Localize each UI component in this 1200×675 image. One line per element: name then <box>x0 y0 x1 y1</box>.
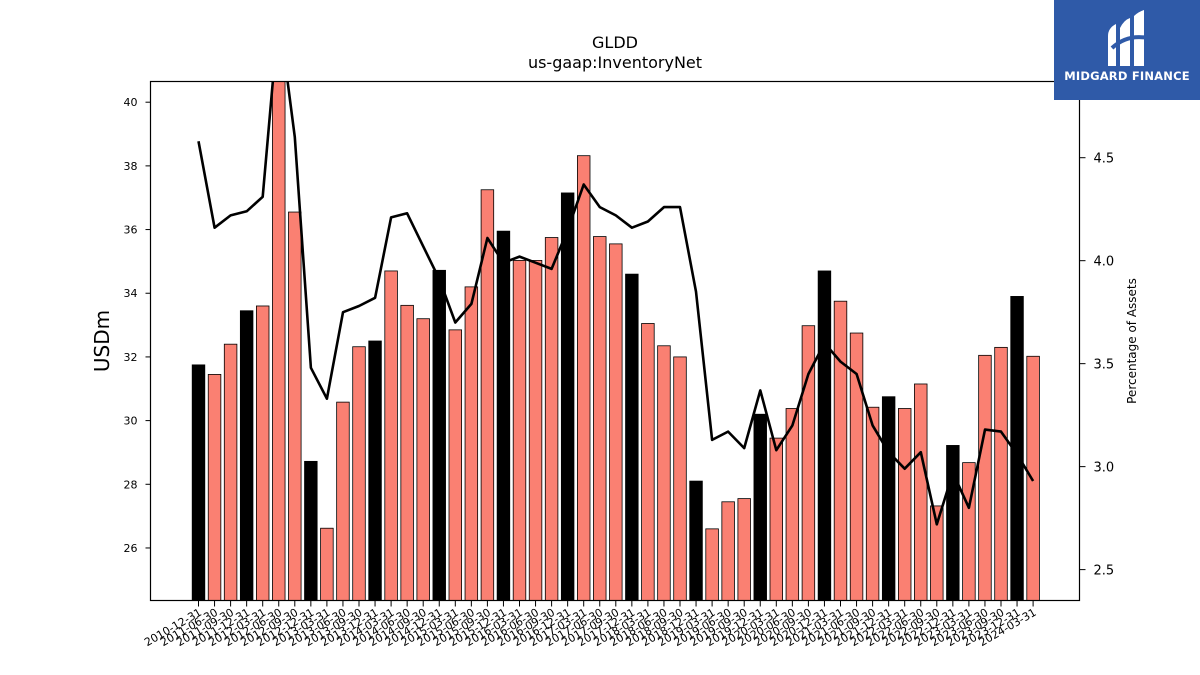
bar-2015-12-31 <box>496 230 511 601</box>
bar-2011-12-31 <box>239 310 254 601</box>
bar-2021-12-31 <box>881 396 896 601</box>
bar-2021-09-30 <box>865 406 880 601</box>
bar-2017-09-30 <box>609 243 623 601</box>
bar-2014-03-31 <box>384 270 398 601</box>
bar-2010-12-31 <box>191 364 206 601</box>
chart-subtitle: us-gaap:InventoryNet <box>528 53 702 72</box>
bar-2019-12-31 <box>753 413 767 601</box>
bar-2020-09-30 <box>801 325 816 601</box>
bar-2015-06-30 <box>464 286 479 601</box>
bar-2022-06-30 <box>914 383 928 601</box>
x-axis: 2010-12-312011-06-302011-09-302011-12-31… <box>142 600 1039 649</box>
bar-2014-09-30 <box>416 318 430 601</box>
bar-2015-03-31 <box>448 329 463 601</box>
bar-2012-06-30 <box>272 81 286 601</box>
bar-2021-06-30 <box>849 332 864 601</box>
bar-2013-12-31 <box>368 340 382 601</box>
bar-2023-06-30 <box>978 354 992 601</box>
y-tick-label: 34 <box>124 287 138 300</box>
y-tick-label: 36 <box>124 224 138 237</box>
bar-series <box>191 81 1040 601</box>
y-tick-label: 30 <box>124 415 138 428</box>
bar-2013-06-30 <box>336 401 350 601</box>
y2-tick-label: 4.0 <box>1094 255 1115 270</box>
y2-tick-label: 3.0 <box>1094 461 1115 476</box>
bar-2023-09-30 <box>994 346 1008 601</box>
bar-2012-12-31 <box>304 460 318 601</box>
bar-2017-03-31 <box>577 155 591 601</box>
bar-2017-12-31 <box>625 273 639 601</box>
bar-2013-03-31 <box>320 527 334 601</box>
bar-2020-06-30 <box>785 408 800 601</box>
chart-title: GLDD <box>592 33 638 52</box>
y-axis-right: 2.5 3.0 3.5 4.0 4.5 <box>1079 152 1115 579</box>
bar-2015-09-30 <box>480 189 495 601</box>
bar-2012-03-31 <box>255 305 270 601</box>
y-tick-label: 38 <box>124 160 138 173</box>
percentage-line-series <box>197 81 1035 526</box>
bar-2018-12-31 <box>689 480 703 601</box>
bar-2024-03-31 <box>1026 355 1040 601</box>
bar-2011-09-30 <box>223 343 238 601</box>
bar-2022-12-31 <box>946 445 960 601</box>
y2-tick-label: 3.5 <box>1094 358 1115 373</box>
bar-2014-06-30 <box>400 304 414 601</box>
bar-2014-12-31 <box>432 269 446 601</box>
bar-2021-03-31 <box>833 300 848 601</box>
bar-2016-09-30 <box>544 237 559 601</box>
bar-2020-03-31 <box>769 437 784 601</box>
bar-2017-06-30 <box>593 236 607 601</box>
bar-2019-03-31 <box>705 528 719 601</box>
bar-2018-06-30 <box>657 345 671 601</box>
bar-2022-09-30 <box>930 505 944 601</box>
y-tick-label: 40 <box>124 96 138 109</box>
y-tick-label: 26 <box>124 542 138 555</box>
bar-2018-03-31 <box>641 323 655 601</box>
bar-2019-06-30 <box>721 501 735 601</box>
bar-2013-09-30 <box>352 346 366 601</box>
midgard-logo-icon <box>1108 10 1149 66</box>
brand-logo: MIDGARD FINANCE <box>1054 0 1200 100</box>
bar-2020-12-31 <box>817 270 832 601</box>
y2-axis-label: Percentage of Assets <box>1125 278 1139 404</box>
bar-2016-06-30 <box>528 260 543 601</box>
bar-2023-12-31 <box>1010 296 1024 601</box>
y-axis-left: 26 28 30 32 34 36 38 40 <box>124 96 151 555</box>
bar-2011-06-30 <box>207 374 222 601</box>
brand-name: MIDGARD FINANCE <box>1064 69 1190 83</box>
bar-2016-12-31 <box>560 192 575 601</box>
bar-2019-09-30 <box>737 498 751 601</box>
bar-2018-09-30 <box>673 356 687 601</box>
bar-2022-03-31 <box>898 408 912 601</box>
bar-2016-03-31 <box>512 260 527 601</box>
y-tick-label: 28 <box>124 478 138 491</box>
y-tick-label: 32 <box>124 351 138 364</box>
plot-frame <box>149 80 1081 602</box>
percentage-line <box>197 81 1035 526</box>
y2-tick-label: 4.5 <box>1094 152 1115 167</box>
y2-tick-label: 2.5 <box>1094 564 1115 579</box>
y-axis-label: USDm <box>90 310 114 372</box>
bar-2012-09-30 <box>288 211 302 601</box>
